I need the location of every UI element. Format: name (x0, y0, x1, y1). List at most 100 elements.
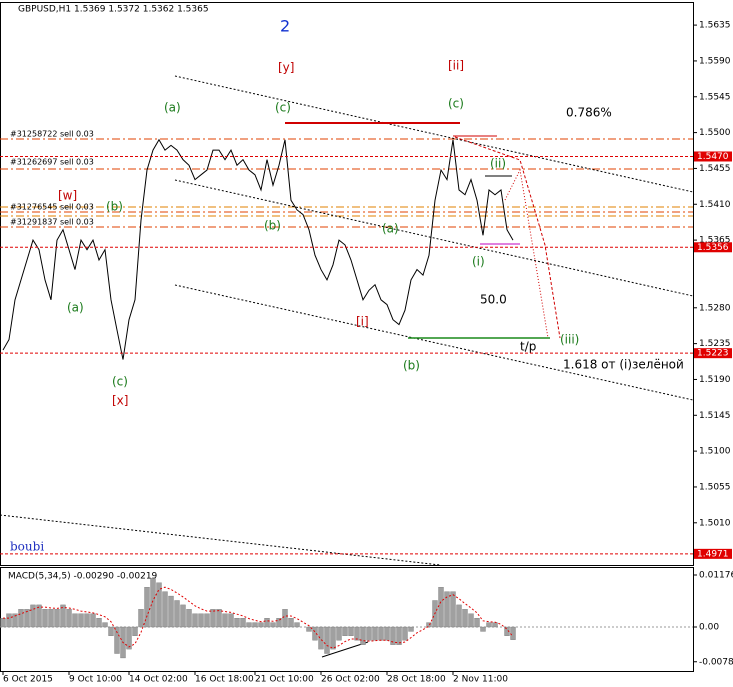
macd-bar (132, 626, 138, 636)
annotation: boubi (10, 540, 44, 554)
macd-bar (84, 613, 90, 628)
trend-lines (0, 75, 694, 566)
annotation: [w] (58, 189, 77, 203)
macd-bar (378, 626, 384, 641)
macd-bar (102, 622, 108, 628)
macd-bar (372, 626, 378, 641)
level-tag (694, 151, 732, 162)
annotation: 50.0 (480, 293, 507, 307)
macd-bar (72, 613, 78, 628)
macd-bar (42, 609, 48, 628)
macd-bar (24, 609, 30, 628)
annotation: (ii) (490, 157, 506, 171)
annotation: 1.618 от (i)зелёной (563, 358, 684, 372)
annotation: [x] (112, 394, 128, 408)
annotation: (a) (164, 101, 181, 115)
annotation: (b) (106, 200, 123, 214)
macd-bar (66, 609, 72, 628)
macd-bar (288, 618, 294, 628)
macd-bar (192, 613, 198, 628)
macd-bar (96, 618, 102, 628)
y-tick-label: 1.5590 (699, 56, 731, 66)
macd-bar (504, 626, 510, 636)
macd-bar (468, 613, 474, 628)
macd-bar (426, 622, 432, 628)
x-tick-label: 28 Oct 18:00 (387, 675, 446, 685)
macd-bar (330, 626, 336, 650)
macd-bar (258, 622, 264, 628)
annotation: (a) (382, 222, 399, 236)
macd-bar (246, 622, 252, 628)
y-tick-label: -0.00786 (699, 657, 733, 667)
level-label: 1.4971 (697, 549, 729, 559)
x-tick-label: 16 Oct 18:00 (195, 675, 254, 685)
y-tick-label: 1.5280 (699, 303, 731, 313)
y-tick-label: 1.5500 (699, 128, 731, 138)
divergence-line (321, 641, 369, 658)
macd-bar (348, 626, 354, 636)
y-tick-label: 1.5145 (699, 411, 731, 421)
annotation: (c) (275, 101, 291, 115)
macd-bar (270, 622, 276, 628)
macd-bar (402, 626, 408, 641)
macd-title: MACD(5,34,5) -0.00290 -0.00219 (8, 572, 158, 582)
macd-bar (234, 618, 240, 628)
projection (454, 136, 561, 339)
macd-bar (12, 613, 18, 628)
macd-bar (438, 587, 444, 628)
macd-bar (354, 626, 360, 641)
y-tick-label: 1.5100 (699, 447, 731, 457)
y-tick-label: 1.5410 (699, 200, 731, 210)
macd-bar (228, 613, 234, 628)
macd-bar (78, 613, 84, 628)
y-tick-label: 1.5055 (699, 482, 731, 492)
macd-bar (48, 609, 54, 628)
macd-bar (222, 613, 228, 628)
chart-title: GBPUSD,H1 1.5369 1.5372 1.5362 1.5365 (18, 5, 209, 15)
order-lines (0, 138, 693, 228)
order-label: #31262697 sell 0.03 (10, 158, 94, 167)
macd-bar (36, 604, 42, 628)
macd-bar (150, 578, 156, 628)
macd-bar (6, 613, 12, 628)
y-tick-label: 1.5635 (699, 21, 731, 31)
macd-bar (90, 613, 96, 628)
macd-bar (60, 604, 66, 628)
annotation: (a) (67, 301, 84, 315)
macd-bar (174, 600, 180, 628)
macd-bar (138, 609, 144, 628)
macd-bar (366, 626, 372, 641)
order-label: #31291837 sell 0.03 (10, 218, 94, 227)
macd-bar (180, 604, 186, 628)
macd-bar (312, 626, 318, 641)
x-tick-label: 26 Oct 02:00 (321, 675, 380, 685)
level-label: 1.5356 (697, 243, 729, 253)
price-frame (0, 2, 694, 566)
macd-bar (510, 626, 516, 640)
macd-bar (210, 609, 216, 628)
y-tick-label: 0.00 (699, 623, 719, 633)
macd-bar (240, 618, 246, 628)
macd-bar (114, 626, 120, 654)
macd-bar (456, 604, 462, 628)
macd-bar (492, 622, 498, 628)
annotation: (iii) (560, 333, 579, 347)
annotation: 2 (280, 17, 290, 36)
annotation: [ii] (448, 59, 464, 73)
annotations: 2 [y] [ii] (a) (c) (c) 0.786% #31258722 … (10, 17, 684, 554)
order-label: #31258722 sell 0.03 (10, 130, 94, 139)
y-tick-label: 1.5365 (699, 236, 731, 246)
order-label: #31276545 sell 0.03 (10, 203, 94, 212)
macd-bar (318, 626, 324, 650)
macd-bar (216, 609, 222, 628)
macd-bar (126, 626, 132, 650)
projection-2 (504, 168, 549, 339)
annotation: t/p (520, 340, 536, 354)
y-tick-label: 0.01176 (699, 571, 733, 581)
macd-bar (360, 626, 366, 645)
macd-bar (390, 626, 396, 645)
macd-bar (54, 609, 60, 628)
level-tag (694, 242, 732, 253)
macd-bar (144, 587, 150, 628)
